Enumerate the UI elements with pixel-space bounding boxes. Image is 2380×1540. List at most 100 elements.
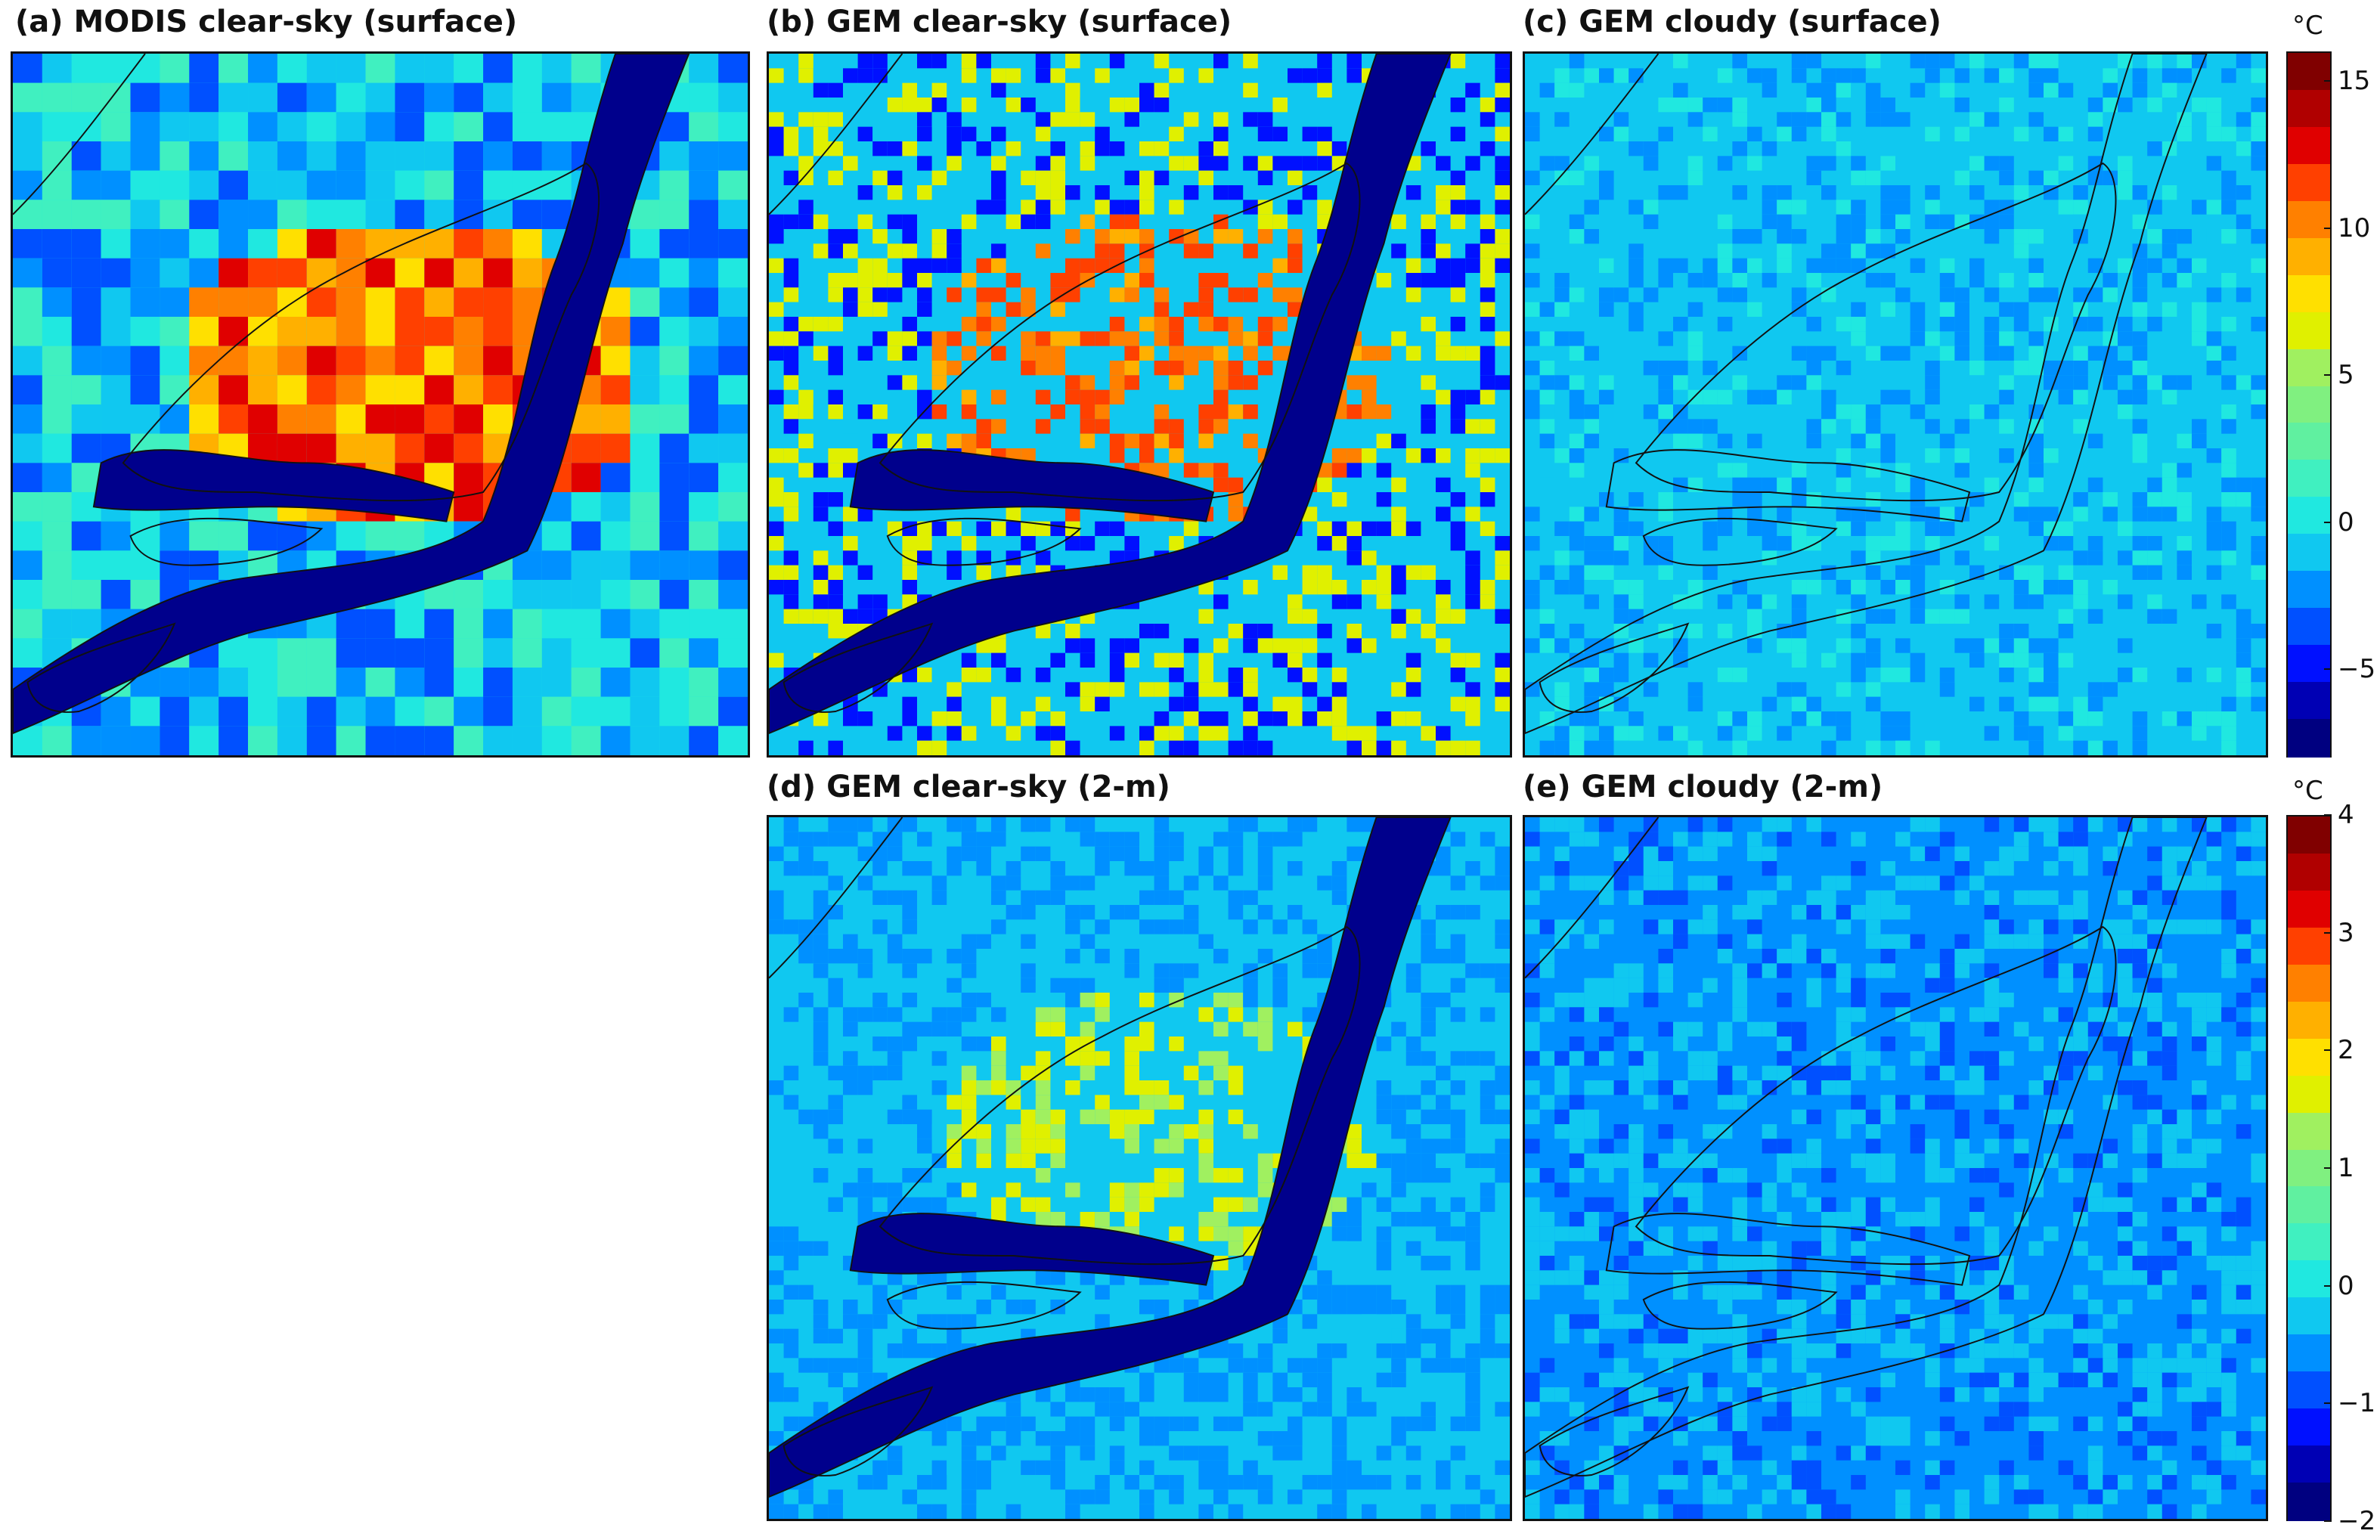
map-cell <box>1495 1504 1510 1519</box>
map-cell <box>2073 1036 2088 1052</box>
colorbar-bottom-segment <box>2288 1334 2330 1374</box>
map-cell <box>2132 740 2148 755</box>
map-cell <box>783 287 799 302</box>
map-cell <box>931 668 947 683</box>
map-cell <box>689 345 719 376</box>
map-cell <box>1006 875 1021 891</box>
map-cell <box>1257 156 1273 171</box>
map-cell <box>2073 1416 2088 1431</box>
map-cell <box>1673 1475 1688 1490</box>
map-cell <box>1006 726 1021 741</box>
map-cell <box>13 229 42 259</box>
map-cell <box>1629 1226 1644 1241</box>
map-cell <box>1791 580 1807 595</box>
map-cell <box>947 1095 962 1110</box>
map-cell <box>1939 345 1955 361</box>
map-cell <box>1302 126 1318 141</box>
map-cell <box>189 726 219 755</box>
map-cell <box>2147 1256 2162 1271</box>
map-cell <box>1495 846 1510 861</box>
map-cell <box>424 696 454 727</box>
map-cell <box>277 404 307 434</box>
map-cell <box>483 200 513 229</box>
map-cell <box>248 345 277 376</box>
map-cell <box>1969 875 1985 891</box>
map-cell <box>1139 98 1154 113</box>
map-cell <box>1613 861 1629 876</box>
map-cell <box>1317 1284 1332 1300</box>
map-cell <box>1391 243 1406 259</box>
map-cell <box>1717 949 1733 964</box>
map-cell <box>1183 1416 1199 1431</box>
map-cell <box>1436 448 1451 463</box>
map-cell <box>1421 1212 1436 1227</box>
map-cell <box>1480 1051 1495 1066</box>
map-cell <box>1465 1372 1480 1387</box>
map-cell <box>689 433 719 463</box>
map-cell <box>1925 1197 1940 1212</box>
map-cell <box>1021 331 1036 346</box>
map-cell <box>160 54 190 83</box>
map-cell <box>1554 273 1570 288</box>
colorbar-bottom-segment <box>2288 1483 2330 1521</box>
map-cell <box>1228 317 1244 332</box>
map-cell <box>1821 1343 1836 1359</box>
map-cell <box>1050 1402 1065 1417</box>
map-cell <box>2236 1124 2251 1139</box>
map-cell <box>1747 492 1762 507</box>
colorbar-bottom-segment <box>2288 1260 2330 1300</box>
map-cell <box>1539 82 1555 98</box>
map-cell <box>1717 521 1733 536</box>
map-cell <box>1762 861 1777 876</box>
map-cell <box>1806 890 1821 905</box>
map-cell <box>1554 740 1570 755</box>
map-cell <box>976 229 991 244</box>
map-cell <box>1851 1300 1866 1315</box>
map-cell <box>1999 345 2014 361</box>
map-cell <box>1717 817 1733 832</box>
map-cell <box>1006 141 1021 156</box>
map-cell <box>1925 1475 1940 1490</box>
map-cell <box>718 696 748 727</box>
colorbar-bottom-segment <box>2288 1112 2330 1151</box>
map-cell <box>1599 740 1614 755</box>
map-cell <box>1035 1139 1051 1154</box>
map-cell <box>1954 1226 1969 1241</box>
map-cell <box>1865 1431 1881 1446</box>
map-cell <box>1450 1314 1466 1329</box>
map-cell <box>2087 433 2103 448</box>
map-cell <box>857 565 873 580</box>
map-cell <box>395 82 425 113</box>
map-cell <box>13 112 42 141</box>
map-cell <box>1954 846 1969 861</box>
map-cell <box>1109 1124 1125 1139</box>
map-cell <box>1525 1489 1540 1504</box>
map-cell <box>1747 1226 1762 1241</box>
map-cell <box>1880 98 1895 113</box>
map-cell <box>1836 1300 1852 1315</box>
map-cell <box>902 565 917 580</box>
map-cell <box>1525 1504 1540 1519</box>
map-cell <box>1035 1109 1051 1124</box>
map-cell <box>2236 477 2251 492</box>
map-cell <box>1584 1007 1599 1022</box>
map-cell <box>1673 1284 1688 1300</box>
map-cell <box>1198 1372 1213 1387</box>
map-cell <box>600 345 631 376</box>
map-cell <box>1331 875 1347 891</box>
map-cell <box>902 273 917 288</box>
map-cell <box>1228 905 1244 920</box>
map-cell <box>1465 1153 1480 1168</box>
map-cell <box>1495 1139 1510 1154</box>
map-cell <box>1925 1256 1940 1271</box>
map-cell <box>769 1080 784 1095</box>
map-cell <box>1346 846 1362 861</box>
map-cell <box>2251 1284 2266 1300</box>
map-cell <box>1257 1036 1273 1052</box>
map-cell <box>1569 875 1585 891</box>
map-cell <box>1198 1153 1213 1168</box>
map-cell <box>1213 1065 1229 1080</box>
map-cell <box>1732 963 1747 978</box>
map-cell <box>1405 536 1421 551</box>
map-cell <box>1554 302 1570 317</box>
